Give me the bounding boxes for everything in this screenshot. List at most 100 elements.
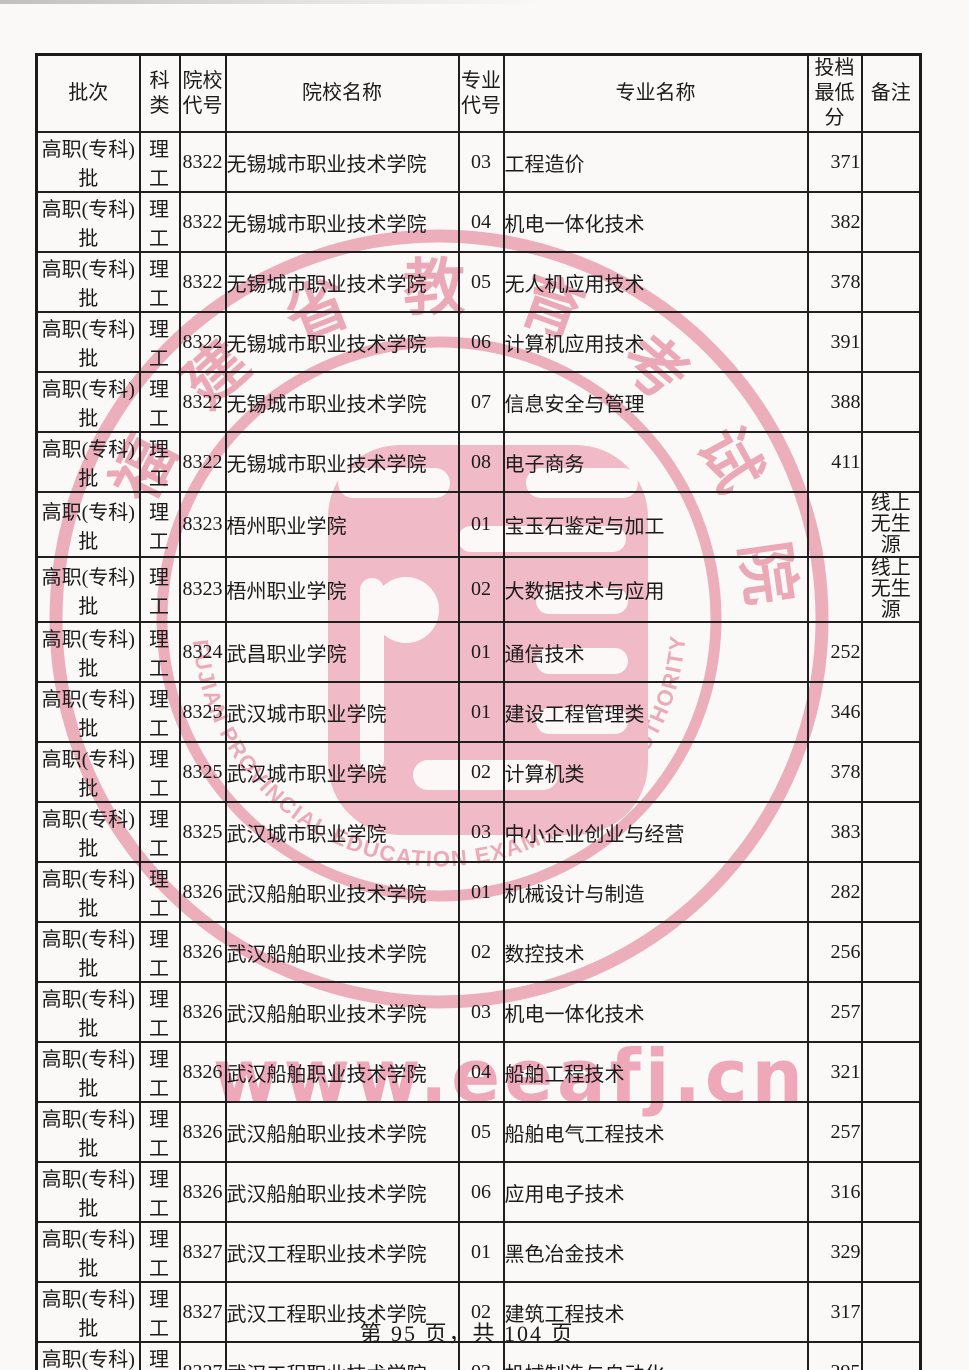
cell-category: 理工 bbox=[138, 191, 181, 253]
table-row: 高职(专科)批 理工 8327 武汉工程职业技术学院 03 机械制造与自动化 2… bbox=[35, 1341, 922, 1370]
cell-major-name: 中小企业创业与经营 bbox=[502, 801, 809, 863]
col-header-batch: 批次 bbox=[35, 53, 141, 133]
cell-college-code: 8322 bbox=[178, 251, 227, 313]
cell-remark bbox=[860, 1341, 922, 1370]
cell-college-name: 无锡城市职业技术学院 bbox=[224, 131, 460, 193]
cell-major-code: 04 bbox=[457, 191, 505, 253]
table-row: 高职(专科)批 理工 8327 武汉工程职业技术学院 01 黑色冶金技术 329 bbox=[35, 1221, 922, 1283]
cell-batch: 高职(专科)批 bbox=[35, 251, 141, 313]
cell-category: 理工 bbox=[138, 1281, 181, 1343]
cell-major-name: 信息安全与管理 bbox=[502, 371, 809, 433]
cell-college-code: 8323 bbox=[178, 556, 227, 623]
cell-major-name: 建设工程管理类 bbox=[502, 681, 809, 743]
table-row: 高职(专科)批 理工 8322 无锡城市职业技术学院 06 计算机应用技术 39… bbox=[35, 311, 922, 373]
cell-college-code: 8327 bbox=[178, 1341, 227, 1370]
scores-table: 批次 科类 院校 代号 院校名称 专业 代号 专业名称 投档 最低分 备注 高职… bbox=[35, 53, 922, 1370]
cell-college-code: 8323 bbox=[178, 491, 227, 558]
col-header-major-name: 专业名称 bbox=[502, 53, 809, 133]
cell-min-score bbox=[806, 491, 863, 558]
cell-category: 理工 bbox=[138, 1341, 181, 1370]
cell-college-name: 武汉船舶职业技术学院 bbox=[224, 1101, 460, 1163]
cell-batch: 高职(专科)批 bbox=[35, 431, 141, 493]
cell-major-code: 08 bbox=[457, 431, 505, 493]
cell-major-code: 01 bbox=[457, 491, 505, 558]
cell-major-code: 02 bbox=[457, 1281, 505, 1343]
cell-major-code: 03 bbox=[457, 801, 505, 863]
cell-min-score: 257 bbox=[806, 981, 863, 1043]
cell-college-name: 武昌职业学院 bbox=[224, 621, 460, 683]
table-body: 高职(专科)批 理工 8322 无锡城市职业技术学院 03 工程造价 371 高… bbox=[35, 131, 922, 1370]
cell-major-code: 05 bbox=[457, 1101, 505, 1163]
cell-college-name: 武汉船舶职业技术学院 bbox=[224, 1161, 460, 1223]
table-row: 高职(专科)批 理工 8326 武汉船舶职业技术学院 03 机电一体化技术 25… bbox=[35, 981, 922, 1043]
cell-min-score: 378 bbox=[806, 251, 863, 313]
cell-min-score: 256 bbox=[806, 921, 863, 983]
cell-batch: 高职(专科)批 bbox=[35, 1161, 141, 1223]
cell-college-code: 8325 bbox=[178, 741, 227, 803]
cell-remark bbox=[860, 251, 922, 313]
cell-remark: 线上 无生源 bbox=[860, 491, 922, 558]
cell-remark bbox=[860, 131, 922, 193]
cell-major-code: 06 bbox=[457, 311, 505, 373]
cell-category: 理工 bbox=[138, 621, 181, 683]
cell-min-score: 382 bbox=[806, 191, 863, 253]
cell-batch: 高职(专科)批 bbox=[35, 491, 141, 558]
cell-major-code: 01 bbox=[457, 621, 505, 683]
cell-batch: 高职(专科)批 bbox=[35, 681, 141, 743]
cell-major-code: 03 bbox=[457, 131, 505, 193]
cell-min-score: 378 bbox=[806, 741, 863, 803]
col-header-remark: 备注 bbox=[860, 53, 922, 133]
cell-category: 理工 bbox=[138, 431, 181, 493]
cell-major-code: 03 bbox=[457, 1341, 505, 1370]
col-header-category: 科类 bbox=[138, 53, 181, 133]
cell-remark bbox=[860, 431, 922, 493]
table-row: 高职(专科)批 理工 8327 武汉工程职业技术学院 02 建筑工程技术 317 bbox=[35, 1281, 922, 1343]
scan-edge-artifact bbox=[0, 0, 640, 4]
col-header-major-code: 专业 代号 bbox=[457, 53, 505, 133]
cell-major-name: 机械制造与自动化 bbox=[502, 1341, 809, 1370]
cell-college-name: 武汉船舶职业技术学院 bbox=[224, 921, 460, 983]
cell-major-name: 建筑工程技术 bbox=[502, 1281, 809, 1343]
table-row: 高职(专科)批 理工 8325 武汉城市职业学院 02 计算机类 378 bbox=[35, 741, 922, 803]
cell-remark bbox=[860, 861, 922, 923]
table-row: 高职(专科)批 理工 8322 无锡城市职业技术学院 05 无人机应用技术 37… bbox=[35, 251, 922, 313]
cell-major-code: 03 bbox=[457, 981, 505, 1043]
cell-remark bbox=[860, 1101, 922, 1163]
cell-min-score: 321 bbox=[806, 1041, 863, 1103]
table-row: 高职(专科)批 理工 8326 武汉船舶职业技术学院 01 机械设计与制造 28… bbox=[35, 861, 922, 923]
header-row: 批次 科类 院校 代号 院校名称 专业 代号 专业名称 投档 最低分 备注 bbox=[35, 53, 922, 133]
cell-major-name: 船舶工程技术 bbox=[502, 1041, 809, 1103]
cell-major-name: 通信技术 bbox=[502, 621, 809, 683]
cell-college-name: 武汉船舶职业技术学院 bbox=[224, 1041, 460, 1103]
cell-college-code: 8327 bbox=[178, 1281, 227, 1343]
cell-remark bbox=[860, 741, 922, 803]
cell-batch: 高职(专科)批 bbox=[35, 1041, 141, 1103]
table-row: 高职(专科)批 理工 8326 武汉船舶职业技术学院 05 船舶电气工程技术 2… bbox=[35, 1101, 922, 1163]
cell-major-name: 电子商务 bbox=[502, 431, 809, 493]
cell-college-name: 无锡城市职业技术学院 bbox=[224, 371, 460, 433]
table-row: 高职(专科)批 理工 8325 武汉城市职业学院 01 建设工程管理类 346 bbox=[35, 681, 922, 743]
cell-remark bbox=[860, 981, 922, 1043]
cell-category: 理工 bbox=[138, 921, 181, 983]
cell-major-name: 无人机应用技术 bbox=[502, 251, 809, 313]
cell-min-score: 411 bbox=[806, 431, 863, 493]
cell-major-name: 工程造价 bbox=[502, 131, 809, 193]
cell-category: 理工 bbox=[138, 491, 181, 558]
cell-category: 理工 bbox=[138, 556, 181, 623]
cell-category: 理工 bbox=[138, 861, 181, 923]
cell-min-score: 282 bbox=[806, 861, 863, 923]
cell-major-code: 05 bbox=[457, 251, 505, 313]
cell-major-name: 机电一体化技术 bbox=[502, 191, 809, 253]
table-row: 高职(专科)批 理工 8322 无锡城市职业技术学院 03 工程造价 371 bbox=[35, 131, 922, 193]
cell-major-code: 02 bbox=[457, 556, 505, 623]
cell-remark bbox=[860, 1041, 922, 1103]
cell-remark bbox=[860, 1281, 922, 1343]
cell-major-name: 黑色冶金技术 bbox=[502, 1221, 809, 1283]
table-row: 高职(专科)批 理工 8323 梧州职业学院 01 宝玉石鉴定与加工 线上 无生… bbox=[35, 491, 922, 558]
cell-major-code: 04 bbox=[457, 1041, 505, 1103]
cell-major-code: 01 bbox=[457, 681, 505, 743]
cell-batch: 高职(专科)批 bbox=[35, 981, 141, 1043]
cell-min-score: 383 bbox=[806, 801, 863, 863]
cell-major-code: 01 bbox=[457, 861, 505, 923]
cell-remark bbox=[860, 921, 922, 983]
